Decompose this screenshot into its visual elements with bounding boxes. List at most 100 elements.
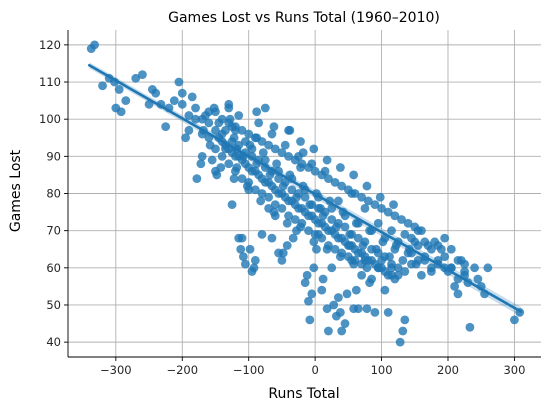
scatter-point <box>238 252 248 262</box>
scatter-point <box>254 118 264 128</box>
scatter-point <box>375 192 385 202</box>
y-tick-label: 90 <box>46 149 61 163</box>
scatter-point <box>420 237 430 247</box>
scatter-point <box>300 278 310 288</box>
scatter-point <box>227 137 237 146</box>
scatter-point <box>446 244 456 254</box>
scatter-point <box>184 125 194 135</box>
scatter-point <box>385 252 394 262</box>
scatter-point <box>335 163 345 172</box>
scatter-point <box>395 337 405 347</box>
scatter-point <box>269 207 279 217</box>
scatter-point <box>297 159 307 169</box>
x-tick-label: 0 <box>311 363 318 377</box>
scatter-point <box>304 296 313 306</box>
scatter-point <box>270 200 280 210</box>
scatter-point <box>362 181 372 191</box>
scatter-point <box>264 192 274 202</box>
scatter-point <box>363 196 373 206</box>
scatter-point <box>284 211 293 221</box>
scatter-point <box>312 244 321 254</box>
scatter-point <box>411 259 421 269</box>
scatter-point <box>310 166 320 176</box>
scatter-point <box>287 185 297 195</box>
scatter-point <box>229 174 239 184</box>
scatter-point <box>440 233 450 243</box>
scatter-point <box>417 270 426 280</box>
scatter-point <box>433 241 443 250</box>
scatter-point <box>212 170 222 180</box>
scatter-point <box>192 174 202 184</box>
scatter-point <box>343 252 353 262</box>
scatter-point <box>318 211 328 221</box>
scatter-point <box>245 140 255 150</box>
scatter-point <box>98 81 107 91</box>
scatter-point <box>197 151 207 161</box>
y-tick-label: 110 <box>39 75 61 89</box>
scatter-point <box>345 229 355 239</box>
scatter-point <box>351 218 361 228</box>
scatter-point <box>349 259 359 269</box>
scatter-point <box>181 133 190 143</box>
scatter-point <box>380 285 390 295</box>
scatter-point <box>322 244 332 254</box>
scatter-point <box>265 170 275 180</box>
scatter-point <box>324 326 333 336</box>
scatter-point <box>211 107 220 117</box>
scatter-point <box>383 207 393 217</box>
scatter-point <box>330 177 340 187</box>
scatter-point <box>390 211 400 221</box>
scatter-point <box>426 244 436 254</box>
scatter-point <box>426 267 436 276</box>
scatter-point <box>196 159 206 169</box>
y-tick-label: 60 <box>46 261 61 275</box>
y-tick-label: 80 <box>46 187 61 201</box>
scatter-point <box>250 133 260 143</box>
scatter-point <box>294 151 303 161</box>
scatter-point <box>227 200 237 210</box>
scatter-point <box>387 259 396 269</box>
scatter-point <box>237 174 247 184</box>
scatter-point <box>204 118 214 128</box>
scatter-point <box>284 151 293 161</box>
scatter-point <box>377 203 386 213</box>
scatter-point <box>231 166 240 176</box>
scatter-point <box>224 159 234 169</box>
scatter-point <box>305 200 315 210</box>
x-tick-label: 200 <box>437 363 459 377</box>
scatter-point <box>453 289 463 299</box>
scatter-point <box>250 255 260 265</box>
scatter-point <box>407 233 416 243</box>
scatter-point <box>324 174 333 184</box>
scatter-point <box>234 111 244 120</box>
scatter-point <box>357 270 367 280</box>
scatter-point <box>264 140 274 150</box>
scatter-point <box>169 96 179 106</box>
scatter-point <box>237 233 247 243</box>
scatter-point <box>191 103 200 113</box>
scatter-point <box>250 185 260 195</box>
scatter-point <box>244 129 254 139</box>
scatter-point <box>257 189 267 198</box>
scatter-point <box>138 70 147 79</box>
scatter-point <box>413 241 423 250</box>
scatter-point <box>305 315 315 325</box>
scatter-point <box>335 308 345 317</box>
scatter-point <box>353 233 363 243</box>
scatter-point <box>453 255 463 265</box>
y-tick-label: 50 <box>46 298 61 312</box>
scatter-point <box>277 148 287 158</box>
scatter-point <box>257 229 267 239</box>
scatter-point <box>330 244 340 254</box>
scatter-point <box>387 226 396 236</box>
scatter-point <box>397 215 406 224</box>
scatter-point <box>236 244 246 254</box>
scatter-point <box>465 322 475 332</box>
scatter-point <box>252 107 262 117</box>
scatter-point <box>367 274 376 284</box>
scatter-point <box>221 125 230 135</box>
scatter-point <box>296 137 305 146</box>
scatter-point <box>340 319 350 328</box>
